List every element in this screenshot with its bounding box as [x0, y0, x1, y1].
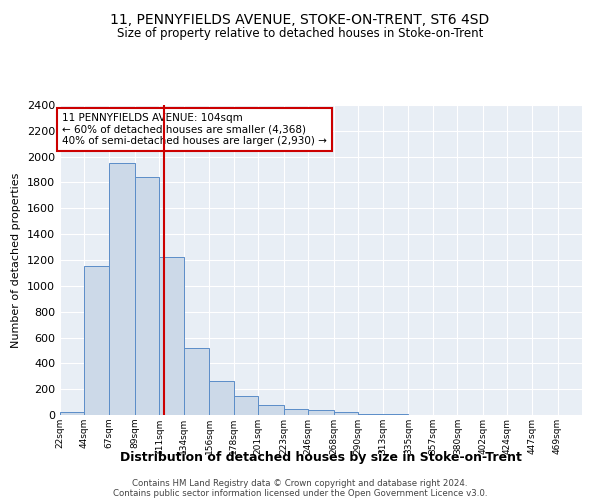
Bar [233, 396, 258, 415]
Bar [383, 414, 409, 415]
Bar [134, 178, 159, 415]
Bar [60, 412, 85, 415]
Text: Size of property relative to detached houses in Stoke-on-Trent: Size of property relative to detached ho… [117, 28, 483, 40]
Bar [334, 412, 358, 415]
Y-axis label: Number of detached properties: Number of detached properties [11, 172, 22, 348]
Bar [159, 258, 184, 415]
Text: Contains HM Land Registry data © Crown copyright and database right 2024.: Contains HM Land Registry data © Crown c… [132, 480, 468, 488]
Text: 11 PENNYFIELDS AVENUE: 104sqm
← 60% of detached houses are smaller (4,368)
40% o: 11 PENNYFIELDS AVENUE: 104sqm ← 60% of d… [62, 112, 327, 146]
Bar [358, 414, 383, 415]
Bar [258, 406, 284, 415]
Bar [184, 348, 209, 415]
Bar [308, 410, 334, 415]
Bar [284, 409, 308, 415]
Bar [109, 163, 134, 415]
Text: Contains public sector information licensed under the Open Government Licence v3: Contains public sector information licen… [113, 489, 487, 498]
Bar [85, 266, 109, 415]
Text: 11, PENNYFIELDS AVENUE, STOKE-ON-TRENT, ST6 4SD: 11, PENNYFIELDS AVENUE, STOKE-ON-TRENT, … [110, 12, 490, 26]
Bar [209, 381, 233, 415]
Text: Distribution of detached houses by size in Stoke-on-Trent: Distribution of detached houses by size … [120, 451, 522, 464]
